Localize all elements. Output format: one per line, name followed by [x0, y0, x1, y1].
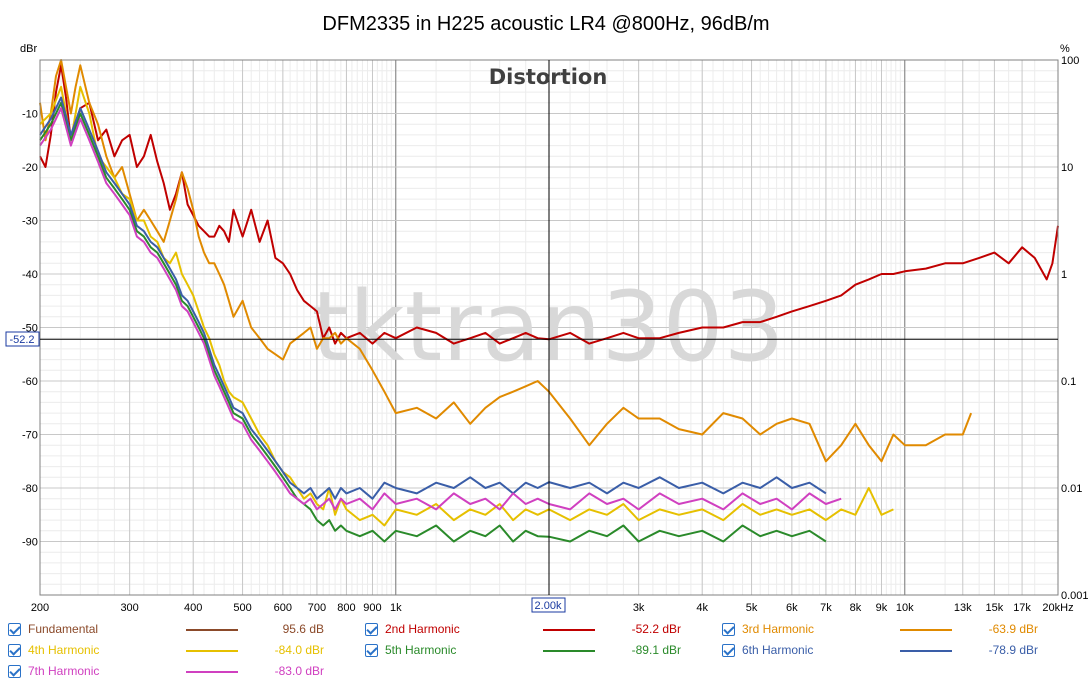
chart-subtitle: Distortion: [489, 65, 608, 89]
legend-row-1: Fundamental 95.6 dB 2nd Harmonic -52.2 d…: [0, 620, 1092, 641]
legend-value: -52.2 dBr: [631, 622, 681, 636]
y-tick-label: -20: [22, 162, 38, 174]
y-right-tick-label: 100: [1061, 55, 1079, 67]
legend-value: -78.9 dBr: [988, 643, 1038, 657]
legend-value: -63.9 dBr: [988, 622, 1038, 636]
series-lines: [39, 59, 1059, 543]
legend-swatch: [543, 650, 595, 652]
x-tick-label: 700: [308, 602, 326, 614]
legend-checkbox-fundamental[interactable]: [8, 623, 21, 636]
legend-swatch: [543, 629, 595, 631]
x-tick-label: 17k: [1013, 602, 1031, 614]
legend-label: 3rd Harmonic: [742, 622, 815, 636]
x-tick-label: 7k: [820, 602, 832, 614]
x-tick-label: 600: [274, 602, 292, 614]
legend-label: 4th Harmonic: [28, 643, 100, 657]
x-tick-label: 9k: [876, 602, 888, 614]
legend-value: -89.1 dBr: [631, 643, 681, 657]
y-tick-label: -70: [22, 430, 38, 442]
legend-item-2nd-harmonic[interactable]: 2nd Harmonic -52.2 dBr: [365, 620, 725, 641]
x-tick-label: 4k: [696, 602, 708, 614]
legend-swatch: [186, 629, 238, 631]
x-tick-label: 900: [363, 602, 381, 614]
legend-checkbox-2nd-harmonic[interactable]: [365, 623, 378, 636]
y-tick-label: -60: [22, 376, 38, 388]
legend-swatch: [186, 650, 238, 652]
legend-row-2: 4th Harmonic -84.0 dBr 5th Harmonic -89.…: [0, 641, 1092, 662]
x-tick-label: 20kHz: [1042, 602, 1073, 614]
legend-item-3rd-harmonic[interactable]: 3rd Harmonic -63.9 dBr: [722, 620, 1082, 641]
x-tick-label: 500: [233, 602, 251, 614]
x-tick-label: 15k: [986, 602, 1004, 614]
y-left-unit: dBr: [20, 43, 37, 55]
legend-label: 5th Harmonic: [385, 643, 457, 657]
legend-value: -83.0 dBr: [274, 664, 324, 678]
legend-value: 95.6 dB: [282, 622, 324, 636]
y-tick-label: -80: [22, 483, 38, 495]
cursor-y-readout[interactable]: -52.2: [5, 331, 40, 347]
x-tick-label: 8k: [850, 602, 862, 614]
legend-checkbox-7th-harmonic[interactable]: [8, 665, 21, 678]
legend-item-fundamental[interactable]: Fundamental 95.6 dB: [8, 620, 368, 641]
series-line-6th-harmonic: [39, 96, 827, 500]
legend-label: 2nd Harmonic: [385, 622, 460, 636]
legend-label: Fundamental: [28, 622, 99, 636]
cursor-y-label: -52.2: [9, 334, 34, 346]
legend-label: 6th Harmonic: [742, 643, 814, 657]
y-tick-label: -10: [22, 109, 38, 121]
x-tick-label: 400: [184, 602, 202, 614]
x-tick-label: 300: [120, 602, 138, 614]
y-right-tick-label: 10: [1061, 162, 1073, 174]
y-right-tick-label: 0.1: [1061, 376, 1076, 388]
y-right-tick-label: 0.01: [1061, 483, 1082, 495]
legend-swatch: [900, 629, 952, 631]
series-line-2nd-harmonic: [39, 64, 1059, 345]
y-right-tick-label: 1: [1061, 269, 1067, 281]
legend-checkbox-6th-harmonic[interactable]: [722, 644, 735, 657]
legend-checkbox-3rd-harmonic[interactable]: [722, 623, 735, 636]
x-tick-label: 200: [31, 602, 49, 614]
x-tick-label: 3k: [633, 602, 645, 614]
series-line-4th-harmonic: [39, 85, 894, 527]
y-tick-label: -40: [22, 269, 38, 281]
legend-checkbox-5th-harmonic[interactable]: [365, 644, 378, 657]
x-tick-label: 800: [337, 602, 355, 614]
cursor-x-label: 2.00k: [535, 600, 562, 612]
axis-labels: 200 300 400 500 600 700 800 900 1k 3k 4k 5k 6k 7k 8k 9k…: [22, 55, 1089, 614]
legend-swatch: [900, 650, 952, 652]
legend-swatch: [186, 671, 238, 673]
legend-label: 7th Harmonic: [28, 664, 100, 678]
x-tick-label: 10k: [896, 602, 914, 614]
cursor-lines: [40, 60, 1058, 595]
legend-item-6th-harmonic[interactable]: 6th Harmonic -78.9 dBr: [722, 641, 1082, 662]
x-tick-label: 6k: [786, 602, 798, 614]
legend-item-7th-harmonic[interactable]: 7th Harmonic -83.0 dBr: [8, 662, 368, 683]
legend-row-3: 7th Harmonic -83.0 dBr: [0, 662, 1092, 683]
y-right-unit: %: [1060, 43, 1070, 55]
chart-title: DFM2335 in H225 acoustic LR4 @800Hz, 96d…: [322, 13, 769, 35]
y-tick-label: -30: [22, 216, 38, 228]
x-tick-label: 1k: [390, 602, 402, 614]
legend-checkbox-4th-harmonic[interactable]: [8, 644, 21, 657]
legend-item-5th-harmonic[interactable]: 5th Harmonic -89.1 dBr: [365, 641, 725, 662]
x-tick-label: 5k: [746, 602, 758, 614]
series-line-7th-harmonic: [39, 107, 842, 511]
legend-value: -84.0 dBr: [274, 643, 324, 657]
y-right-tick-label: 0.001: [1061, 590, 1089, 602]
legend-item-4th-harmonic[interactable]: 4th Harmonic -84.0 dBr: [8, 641, 368, 662]
series-line-3rd-harmonic: [39, 59, 973, 463]
cursor-x-readout[interactable]: 2.00k: [531, 597, 566, 613]
x-tick-label: 13k: [954, 602, 972, 614]
y-tick-label: -90: [22, 537, 38, 549]
